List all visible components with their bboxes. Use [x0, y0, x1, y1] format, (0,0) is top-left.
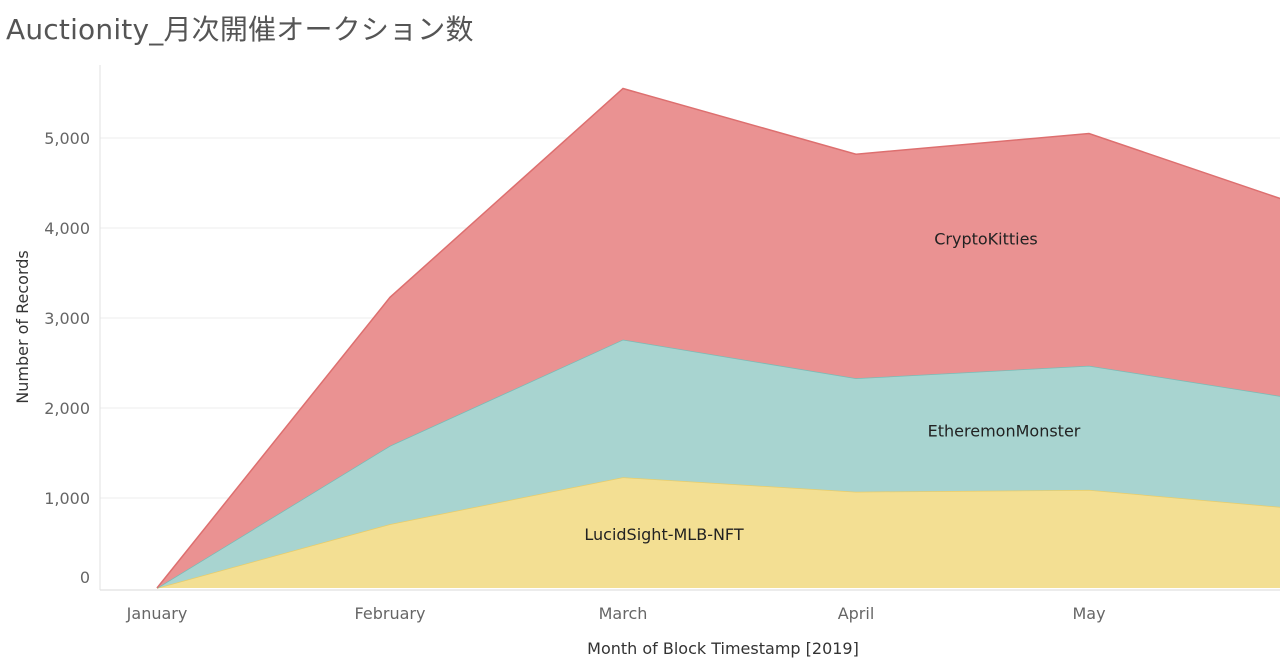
y-tick-label: 4,000: [44, 219, 90, 238]
x-tick-label: March: [599, 604, 648, 623]
x-tick-labels: JanuaryFebruaryMarchAprilMayJu: [126, 604, 1106, 623]
y-axis-title: Number of Records: [13, 250, 32, 403]
series-label: LucidSight-MLB-NFT: [584, 525, 743, 544]
y-tick-label: 2,000: [44, 399, 90, 418]
y-tick-label: 1,000: [44, 489, 90, 508]
x-tick-label: January: [126, 604, 188, 623]
x-tick-label: February: [355, 604, 426, 623]
y-tick-label: 3,000: [44, 309, 90, 328]
series-line: [156, 87, 1280, 589]
x-axis-title: Month of Block Timestamp [2019]: [587, 639, 859, 658]
y-tick-label: 5,000: [44, 129, 90, 148]
y-tick-labels: 0 1,000 2,000 3,000 4,000 5,000: [44, 129, 90, 587]
series-label: CryptoKitties: [934, 230, 1038, 249]
chart-title: Auctionity_月次開催オークション数: [6, 13, 474, 46]
x-tick-label: May: [1072, 604, 1105, 623]
axes: [99, 65, 1280, 591]
series-labels: LucidSight-MLB-NFT EtheremonMonster Crypto…: [584, 230, 1080, 544]
y-tick-label: 0: [80, 568, 90, 587]
area-etheremonmonster: [157, 339, 1280, 588]
area-lucidsight-mlb-nft: [157, 477, 1280, 588]
series-label: EtheremonMonster: [928, 421, 1081, 440]
area-cryptokitties: [157, 88, 1280, 588]
area-layer: [156, 87, 1280, 589]
x-tick-label: April: [838, 604, 875, 623]
